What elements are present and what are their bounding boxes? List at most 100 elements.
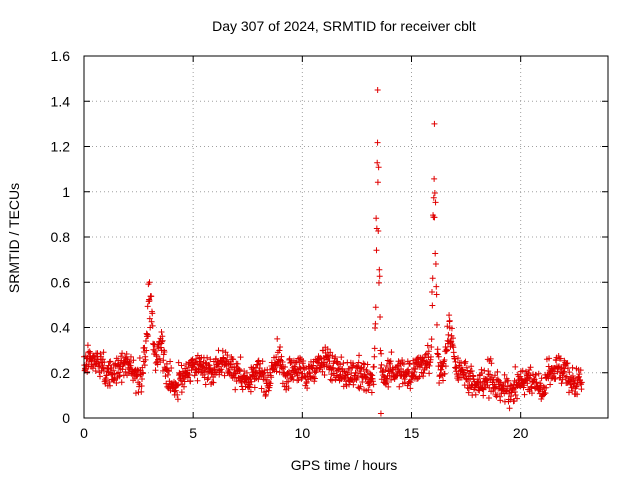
data-point [574, 391, 581, 398]
y-tick-label: 0.4 [51, 320, 71, 336]
data-point [236, 366, 243, 373]
data-point [405, 366, 412, 373]
grid-lines [84, 56, 608, 418]
data-point [168, 364, 175, 371]
data-point [378, 361, 385, 368]
data-point [175, 381, 182, 388]
data-point [99, 356, 106, 363]
data-point [127, 362, 134, 369]
data-point [428, 336, 435, 343]
data-point [202, 381, 209, 388]
data-point [260, 373, 267, 380]
data-point [127, 353, 134, 360]
data-point [425, 348, 432, 355]
data-point [333, 359, 340, 366]
data-point [259, 358, 266, 365]
data-point [204, 354, 211, 361]
data-point [297, 365, 304, 372]
data-point [159, 337, 166, 344]
data-point [407, 385, 414, 392]
data-point [94, 350, 101, 357]
x-tick-label: 0 [80, 425, 88, 441]
data-point [454, 355, 461, 362]
data-point [311, 378, 318, 385]
data-point [174, 391, 181, 398]
data-point [375, 279, 382, 286]
chart-title: Day 307 of 2024, SRMTID for receiver cbl… [212, 18, 476, 34]
data-point [485, 394, 492, 401]
data-point [357, 383, 364, 390]
data-point [359, 378, 366, 385]
data-point [406, 360, 413, 367]
data-point [480, 392, 487, 399]
data-point [265, 387, 272, 394]
data-point [161, 349, 168, 356]
data-point [181, 378, 188, 385]
data-point [350, 381, 357, 388]
y-axis-label: SRMTID / TECUs [6, 183, 22, 293]
data-point [537, 382, 544, 389]
data-point [433, 283, 440, 290]
data-point [431, 214, 438, 221]
data-point [140, 370, 147, 377]
data-point [232, 386, 239, 393]
data-point [143, 347, 150, 354]
data-point [259, 370, 266, 377]
data-point [468, 367, 475, 374]
data-point [315, 359, 322, 366]
data-point [442, 363, 449, 370]
data-point [383, 375, 390, 382]
data-point [487, 355, 494, 362]
data-point [136, 355, 143, 362]
data-point [304, 385, 311, 392]
data-point [374, 139, 381, 146]
data-point [446, 317, 453, 324]
data-point [432, 199, 439, 206]
data-point [528, 390, 535, 397]
data-point [519, 367, 526, 374]
data-point [435, 353, 442, 360]
data-point [422, 351, 429, 358]
data-point [373, 225, 380, 232]
data-point [371, 345, 378, 352]
data-point [474, 376, 481, 383]
data-point [373, 247, 380, 254]
data-point [376, 266, 383, 273]
data-point [230, 356, 237, 363]
data-point [313, 367, 320, 374]
data-point [370, 381, 377, 388]
data-point [193, 355, 200, 362]
data-point [384, 378, 391, 385]
data-point [524, 380, 531, 387]
data-point [438, 363, 445, 370]
data-point [123, 351, 130, 358]
data-point [285, 378, 292, 385]
data-point [383, 362, 390, 369]
data-point [194, 377, 201, 384]
data-point [561, 368, 568, 375]
x-tick-label: 10 [295, 425, 311, 441]
data-point [89, 365, 96, 372]
data-point [295, 376, 302, 383]
data-point [144, 303, 151, 310]
data-point [285, 385, 292, 392]
data-point [97, 373, 104, 380]
data-point [506, 405, 513, 412]
data-point [521, 382, 528, 389]
data-point [569, 373, 576, 380]
data-point [543, 384, 550, 391]
data-point [538, 395, 545, 402]
data-point [374, 159, 381, 166]
data-point [215, 363, 222, 370]
data-point [546, 355, 553, 362]
data-point [532, 371, 539, 378]
x-tick-label: 5 [189, 425, 197, 441]
data-point [167, 358, 174, 365]
data-point [178, 389, 185, 396]
data-point [374, 179, 381, 186]
data-point [577, 379, 584, 386]
data-point [433, 321, 440, 328]
data-point [84, 342, 91, 349]
data-point [382, 366, 389, 373]
data-point [92, 367, 99, 374]
